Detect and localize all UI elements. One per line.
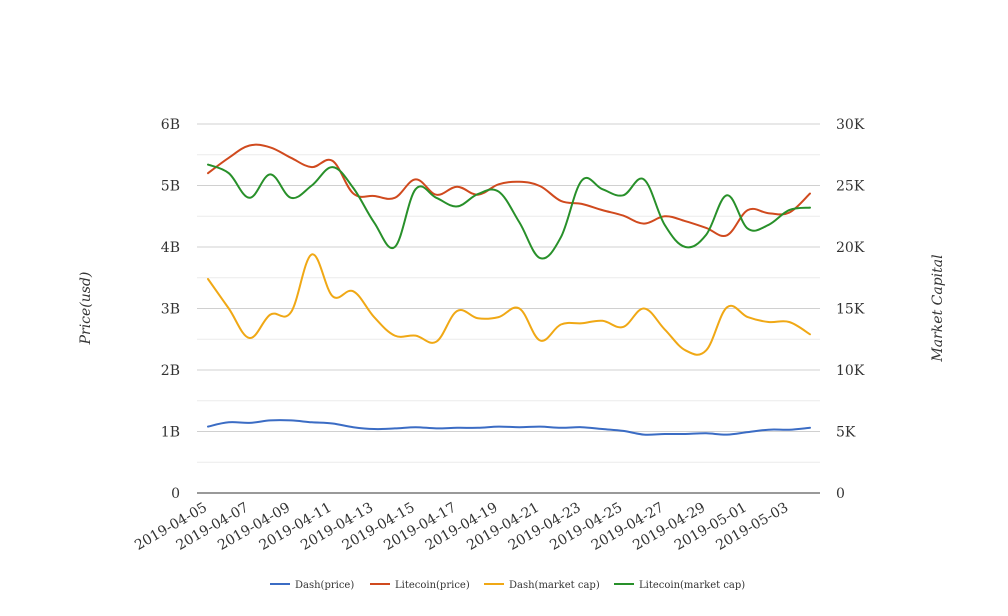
series-line-dash-price	[207, 419, 811, 436]
left-tick-label: 2B	[161, 363, 180, 379]
series-layer	[207, 143, 811, 436]
left-tick-label: 4B	[161, 240, 180, 256]
left-tick-label: 3B	[161, 302, 180, 318]
legend-label: Litecoin(price)	[395, 580, 470, 591]
legend-label: Litecoin(market cap)	[639, 580, 745, 591]
right-tick-label: 20K	[836, 240, 865, 256]
right-tick-label: 10K	[836, 363, 865, 379]
right-axis-tick-labels: 0 5K 10K 15K 20K 25K 30K	[836, 117, 865, 502]
left-tick-label: 1B	[161, 425, 180, 441]
series-line-dash-market-cap	[207, 253, 811, 356]
left-tick-label: 6B	[161, 117, 180, 133]
legend-label: Dash(price)	[295, 580, 354, 591]
right-tick-label: 25K	[836, 179, 865, 195]
legend: Dash(price) Litecoin(price) Dash(market ca…	[270, 580, 745, 591]
right-tick-label: 0	[836, 486, 845, 502]
right-axis-title: Market Capital	[930, 254, 946, 362]
series-line-litecoin-price	[207, 143, 811, 238]
right-tick-label: 15K	[836, 302, 865, 318]
right-tick-label: 30K	[836, 117, 865, 133]
x-axis-tick-labels: 2019-04-052019-04-072019-04-092019-04-11…	[132, 500, 791, 554]
legend-label: Dash(market cap)	[509, 580, 600, 591]
left-tick-label: 0	[171, 486, 180, 502]
grid-layer	[197, 123, 820, 494]
series-line-litecoin-market-cap	[207, 163, 811, 260]
left-tick-label: 5B	[161, 179, 180, 195]
left-axis-tick-labels: 0 1B 2B 3B 4B 5B 6B	[161, 117, 180, 502]
right-tick-label: 5K	[836, 425, 856, 441]
left-axis-title: Price(usd)	[78, 272, 94, 346]
